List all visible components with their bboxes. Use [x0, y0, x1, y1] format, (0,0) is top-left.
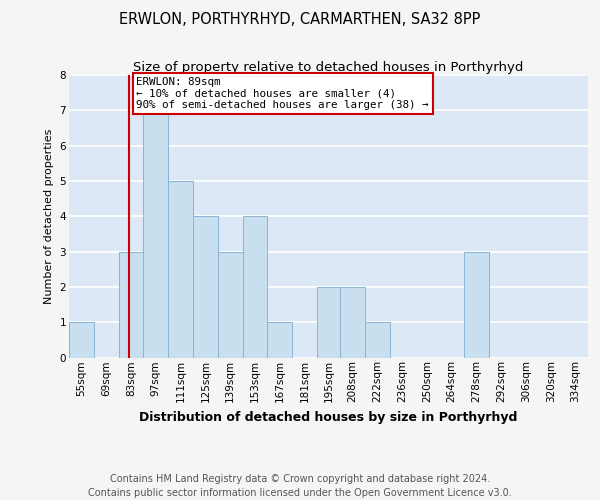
- Bar: [242, 216, 268, 358]
- Text: ERWLON: 89sqm
← 10% of detached houses are smaller (4)
90% of semi-detached hous: ERWLON: 89sqm ← 10% of detached houses a…: [136, 77, 429, 110]
- Text: ERWLON, PORTHYRHYD, CARMARTHEN, SA32 8PP: ERWLON, PORTHYRHYD, CARMARTHEN, SA32 8PP: [119, 12, 481, 28]
- Bar: [317, 287, 340, 358]
- Bar: [119, 252, 143, 358]
- Text: Contains HM Land Registry data © Crown copyright and database right 2024.
Contai: Contains HM Land Registry data © Crown c…: [88, 474, 512, 498]
- X-axis label: Distribution of detached houses by size in Porthyrhyd: Distribution of detached houses by size …: [139, 410, 518, 424]
- Bar: [168, 181, 193, 358]
- Bar: [143, 110, 168, 358]
- Bar: [218, 252, 242, 358]
- Y-axis label: Number of detached properties: Number of detached properties: [44, 128, 54, 304]
- Bar: [340, 287, 365, 358]
- Bar: [69, 322, 94, 358]
- Bar: [268, 322, 292, 358]
- Bar: [464, 252, 489, 358]
- Bar: [365, 322, 389, 358]
- Bar: [193, 216, 218, 358]
- Title: Size of property relative to detached houses in Porthyrhyd: Size of property relative to detached ho…: [133, 61, 524, 74]
